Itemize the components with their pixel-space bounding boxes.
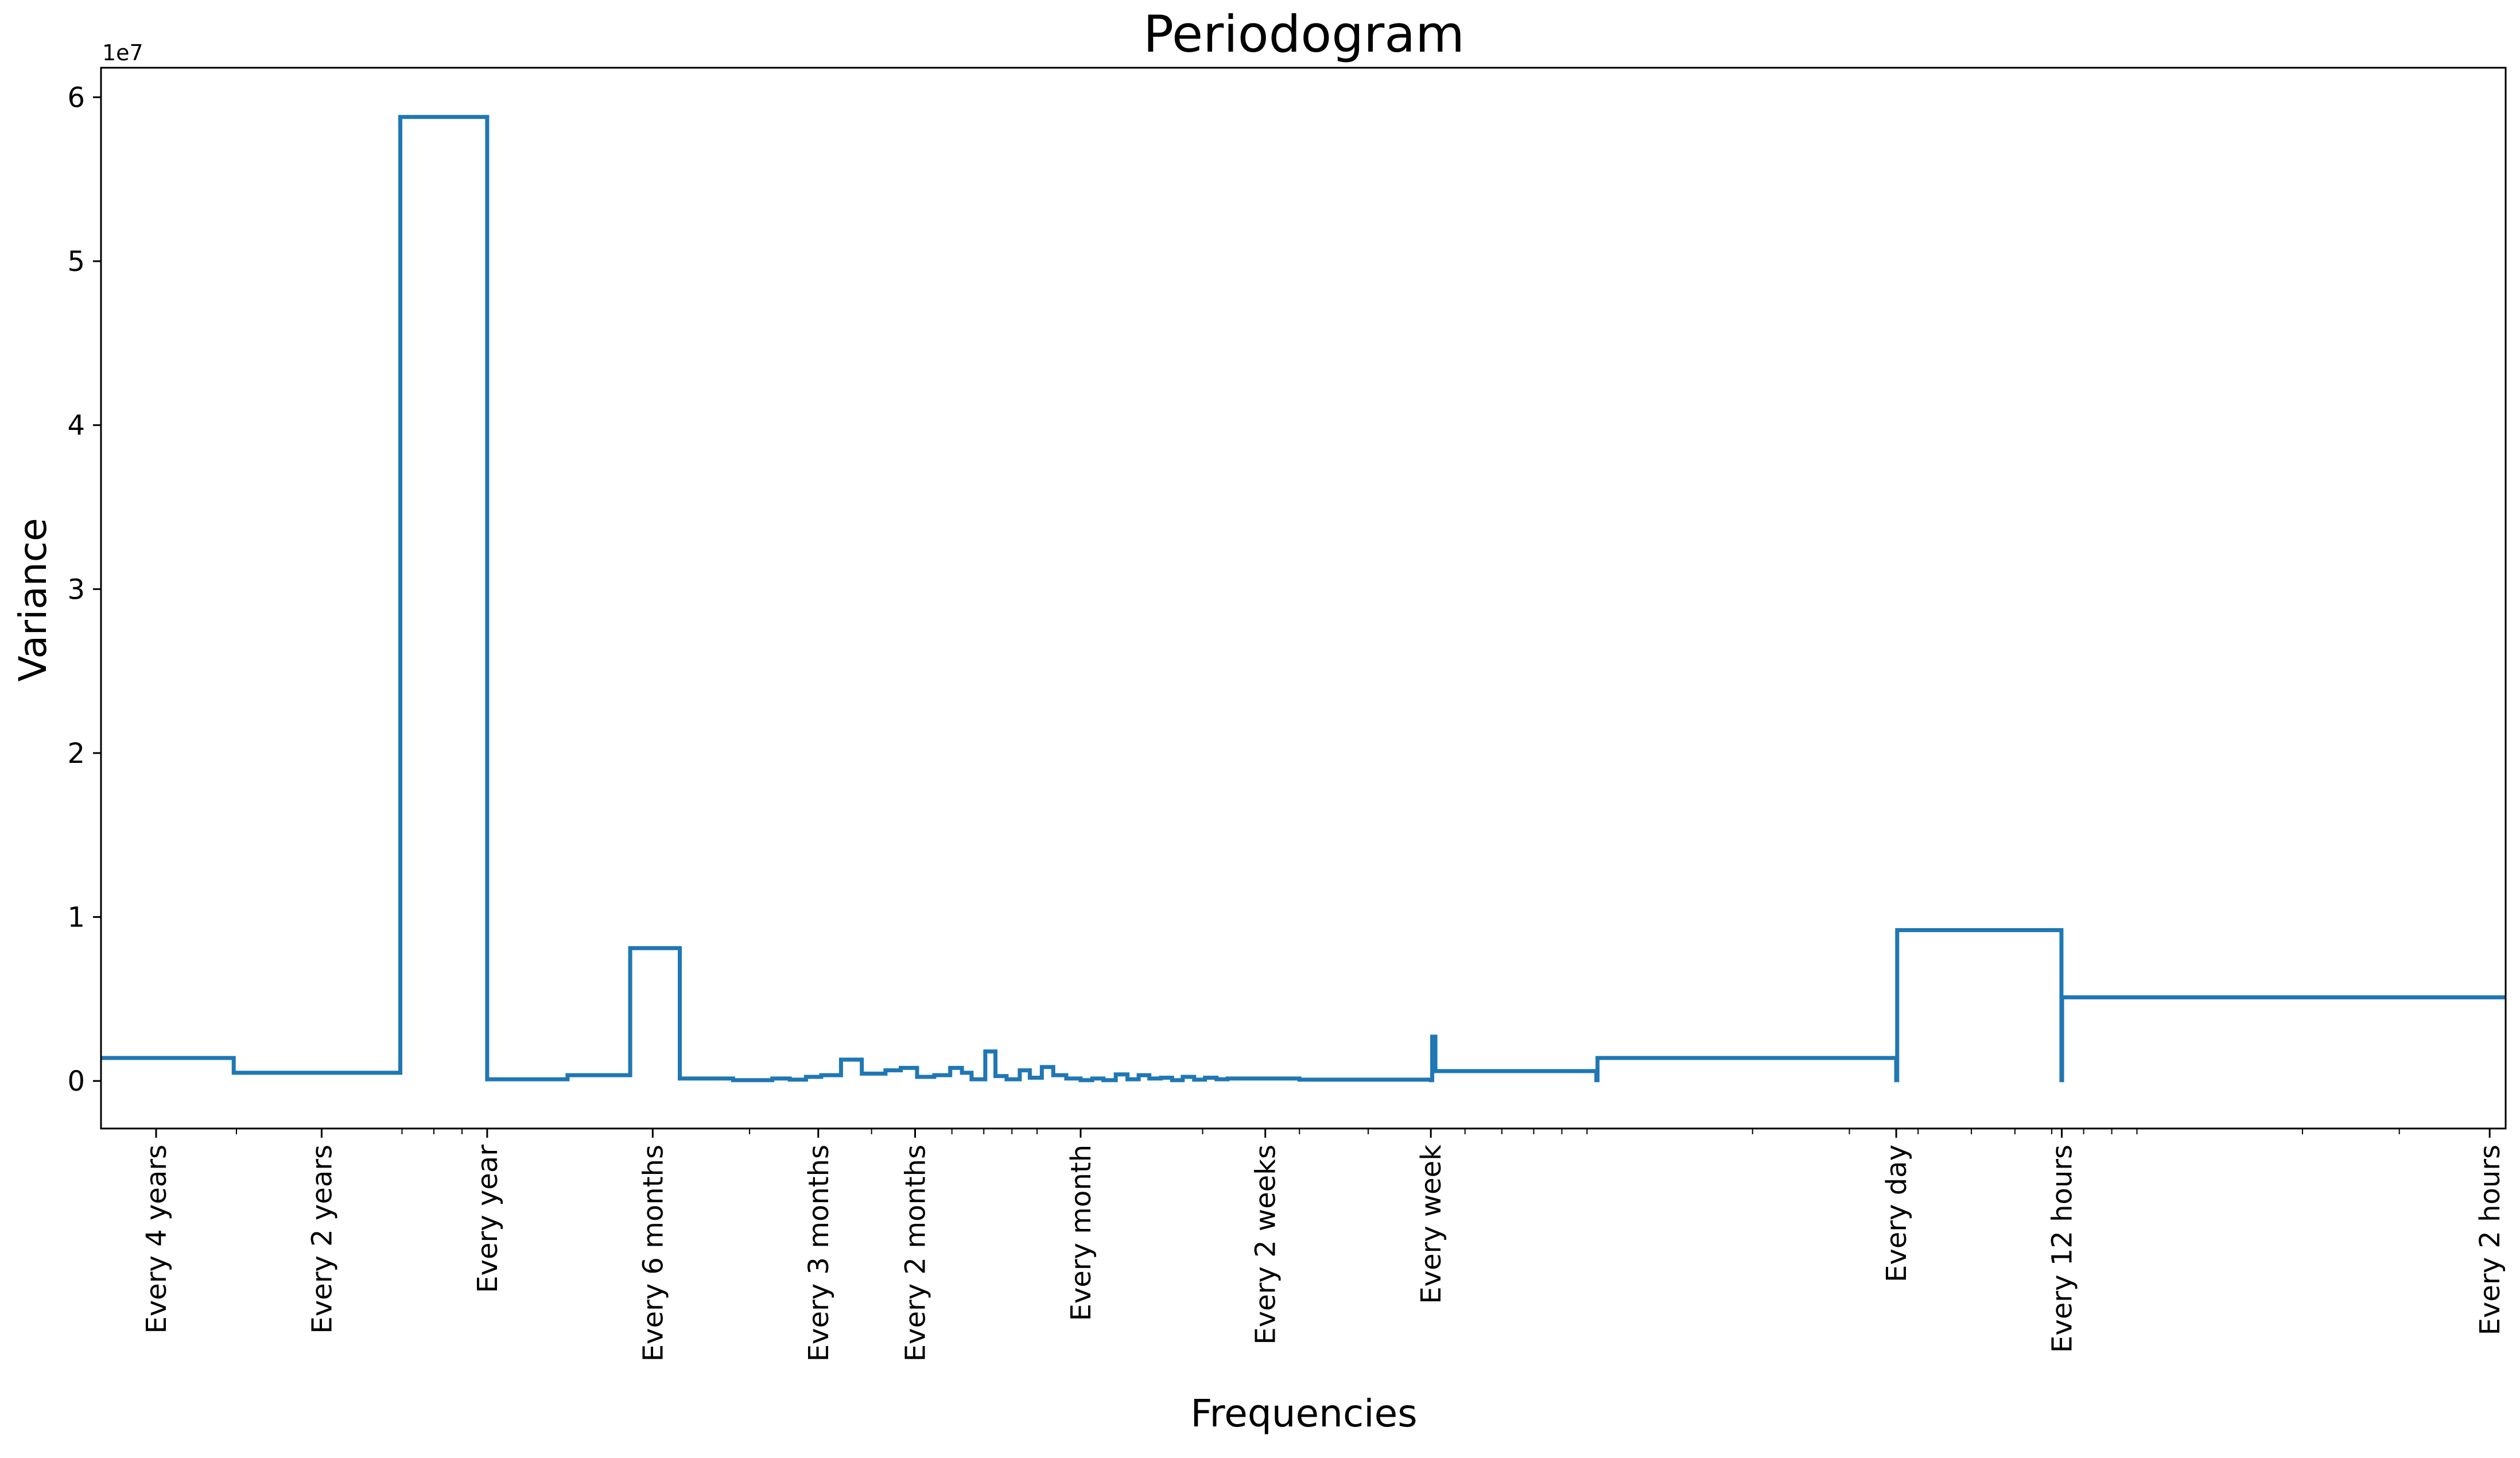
chart-title: Periodogram: [1143, 5, 1465, 64]
y-tick-label: 6: [67, 82, 85, 114]
x-tick-label: Every 3 months: [803, 1145, 835, 1362]
x-axis-title: Frequencies: [1190, 1391, 1417, 1436]
x-tick-label: Every 2 weeks: [1250, 1145, 1282, 1345]
x-tick-label: Every 2 months: [900, 1145, 932, 1362]
y-tick-label: 2: [67, 738, 85, 770]
y-axis-title: Variance: [11, 518, 55, 681]
y-tick-label: 1: [67, 902, 85, 934]
y-tick-label: 3: [67, 573, 85, 606]
x-tick-label: Every 4 years: [141, 1145, 173, 1334]
y-tick-label: 0: [67, 1065, 85, 1098]
x-tick-label: Every 6 months: [637, 1145, 669, 1362]
x-tick-label: Every day: [1881, 1145, 1913, 1282]
y-axis-offset-label: 1e7: [102, 40, 143, 65]
x-axis-ticks: Every 4 years Every 2 years Every year Ever…: [141, 1129, 2506, 1362]
x-tick-label: Every 2 years: [306, 1145, 338, 1334]
y-tick-label: 5: [67, 246, 85, 278]
series-line-periodogram: [101, 115, 2506, 1083]
x-tick-label: Every 12 hours: [2047, 1145, 2079, 1353]
x-tick-label: Every week: [1415, 1145, 1447, 1304]
x-minor-ticks: [236, 1129, 2400, 1134]
x-tick-label: Every month: [1065, 1145, 1097, 1321]
x-tick-label: Every year: [472, 1145, 504, 1293]
series-layer: [101, 115, 2506, 1083]
plot-frame: [100, 67, 2507, 1130]
x-tick-label: Every 2 hours: [2474, 1145, 2506, 1335]
y-axis-ticks: 0 1 2 3 4 5 6: [67, 82, 101, 1098]
y-tick-label: 4: [67, 410, 85, 442]
